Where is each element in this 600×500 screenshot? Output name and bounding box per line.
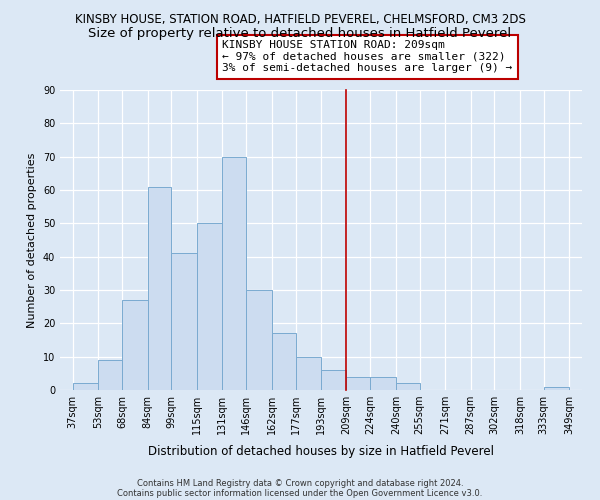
Bar	[272, 334, 296, 390]
Text: KINSBY HOUSE, STATION ROAD, HATFIELD PEVEREL, CHELMSFORD, CM3 2DS: KINSBY HOUSE, STATION ROAD, HATFIELD PEV…	[74, 12, 526, 26]
Bar	[370, 376, 396, 390]
Bar	[396, 384, 419, 390]
Text: Contains HM Land Registry data © Crown copyright and database right 2024.: Contains HM Land Registry data © Crown c…	[137, 478, 463, 488]
Text: KINSBY HOUSE STATION ROAD: 209sqm
← 97% of detached houses are smaller (322)
3% : KINSBY HOUSE STATION ROAD: 209sqm ← 97% …	[223, 40, 512, 74]
Bar	[246, 290, 272, 390]
Bar	[197, 224, 223, 390]
X-axis label: Distribution of detached houses by size in Hatfield Peverel: Distribution of detached houses by size …	[148, 446, 494, 458]
Bar	[296, 356, 321, 390]
Bar	[223, 156, 246, 390]
Text: Contains public sector information licensed under the Open Government Licence v3: Contains public sector information licen…	[118, 488, 482, 498]
Bar	[172, 254, 197, 390]
Bar	[98, 360, 122, 390]
Bar	[148, 186, 172, 390]
Bar	[544, 386, 569, 390]
Text: Size of property relative to detached houses in Hatfield Peverel: Size of property relative to detached ho…	[88, 28, 512, 40]
Bar	[122, 300, 148, 390]
Bar	[73, 384, 98, 390]
Bar	[321, 370, 346, 390]
Y-axis label: Number of detached properties: Number of detached properties	[27, 152, 37, 328]
Bar	[346, 376, 370, 390]
